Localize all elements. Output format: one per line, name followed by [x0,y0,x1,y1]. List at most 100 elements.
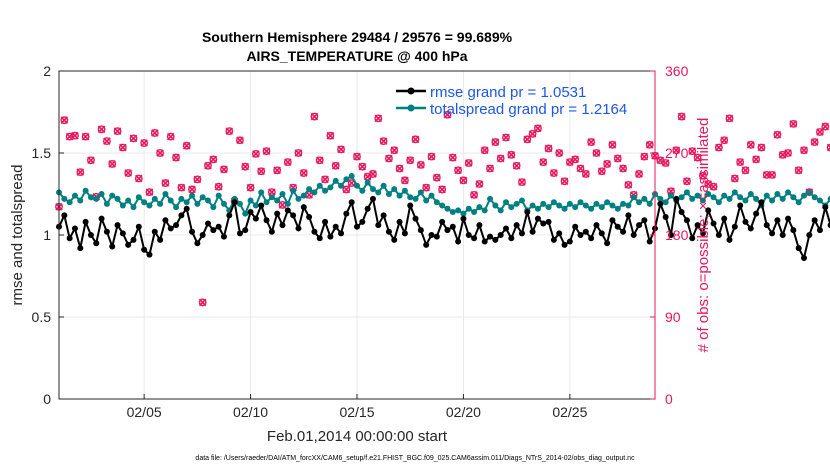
obs-possible-point [65,132,74,141]
totalspread-point [604,199,611,206]
totalspread-point [609,202,616,209]
obs-assimilated-point [337,145,345,154]
x-tick-label: 02/25 [552,404,587,420]
y-tick-label-left: 0.5 [32,309,52,325]
rmse-point [130,236,137,243]
obs-assimilated-point [725,114,734,123]
obs-possible-point [193,175,202,184]
totalspread-point [646,200,653,207]
totalspread-point [311,189,318,196]
rmse-point [763,222,770,229]
obs-assimilated-point [103,137,111,145]
obs-assimilated-point [427,152,436,161]
obs-assimilated-point [704,180,712,188]
obs-possible-point [97,125,106,134]
obs-possible-point [773,130,782,139]
rmse-point [694,222,701,229]
obs-possible-point [486,164,494,173]
obs-possible-point [789,119,798,128]
obs-possible-point [597,167,606,176]
totalspread-point [189,192,196,199]
obs-possible-point [693,153,702,162]
obs-assimilated-point [119,143,127,152]
obs-assimilated-point [747,141,755,149]
rmse-point [300,204,307,211]
totalspread-point [513,200,520,207]
obs-possible-point [810,138,819,146]
rmse-point [806,232,813,238]
totalspread-point [801,192,807,199]
y-tick-label-right: 90 [665,309,681,325]
totalspread-point [588,205,595,212]
rmse-point [566,238,573,245]
obs-assimilated-point [188,185,196,194]
obs-possible-point [60,116,69,125]
obs-possible-point [725,114,734,123]
obs-assimilated-point [534,124,542,133]
obs-assimilated-point [214,182,223,191]
totalspread-point [455,207,462,214]
rmse-point [518,230,525,237]
totalspread-point [747,191,754,197]
obs-assimilated-point [246,183,255,192]
obs-assimilated-point [401,176,409,185]
totalspread-point [683,189,690,196]
obs-possible-point [395,164,404,173]
rmse-point [194,240,201,247]
legend-spread-marker [407,104,415,112]
obs-possible-point [730,174,739,183]
totalspread-point [694,192,701,199]
totalspread-point [194,200,201,207]
rmse-point [662,213,669,220]
obs-assimilated-point [816,128,824,136]
rmse-point [636,222,643,229]
obs-assimilated-point [321,175,329,184]
totalspread-point [779,195,786,202]
totalspread-point [151,195,158,202]
rmse-point [614,223,621,230]
totalspread-point [508,204,515,211]
obs-assimilated-point [699,172,707,180]
totalspread-point [205,197,211,204]
rmse-point [348,199,355,206]
obs-assimilated-point [582,170,590,178]
rmse-point [290,212,297,219]
totalspread-point [98,191,105,197]
obs-assimilated-point [358,162,367,171]
rmse-point [178,212,185,219]
rmse-point [726,236,733,243]
y-tick-label-right: 270 [665,145,689,161]
obs-assimilated-point [480,146,489,155]
obs-assimilated-point [731,174,739,183]
totalspread-point [487,195,494,202]
rmse-point [598,230,605,237]
totalspread-point [726,195,733,202]
totalspread-point [785,189,792,196]
totalspread-point [417,189,424,196]
obs-possible-point [129,134,138,143]
rmse-point [247,209,254,216]
obs-assimilated-point [475,180,484,188]
obs-possible-point [150,129,159,137]
legend-spread-label: totalspread grand pr = 1.2164 [430,101,627,118]
rmse-point [284,207,291,214]
rmse-point [71,225,78,232]
rmse-point [503,225,509,232]
rmse-point [268,228,275,235]
obs-assimilated-point [108,160,116,168]
totalspread-point [125,197,132,204]
totalspread-point [529,202,536,209]
obs-possible-point [432,173,441,182]
obs-possible-point [464,159,473,167]
obs-assimilated-point [683,177,691,186]
obs-assimilated-point [757,143,766,152]
rmse-point [327,233,334,240]
obs-assimilated-point [789,120,798,128]
chart-title-line2: AIRS_TEMPERATURE @ 400 hPa [246,48,467,64]
rmse-point [109,243,116,250]
totalspread-point [763,192,770,199]
obs-assimilated-point [550,169,558,177]
x-tick-label: 02/05 [127,404,162,420]
obs-possible-point [87,156,95,165]
obs-assimilated-point [252,150,260,158]
